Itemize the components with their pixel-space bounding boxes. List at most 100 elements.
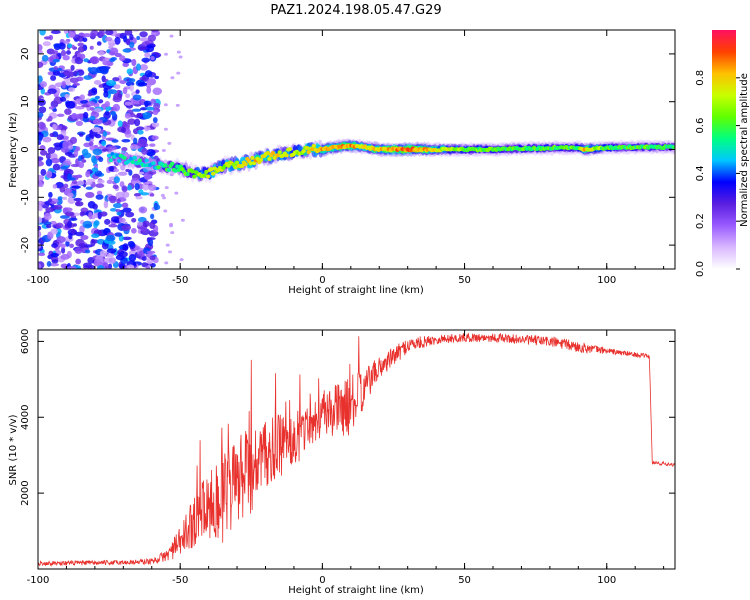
y-tick-label: 2000	[20, 480, 31, 505]
spectral-ridge-cell	[163, 163, 168, 168]
x-tick-label: -50	[172, 575, 188, 586]
noise-blob	[51, 243, 58, 248]
spectral-ridge-cell	[106, 153, 112, 158]
spectral-ridge-cell	[309, 147, 315, 152]
noise-blob	[92, 203, 98, 210]
noise-blob	[139, 76, 147, 81]
noise-blob	[146, 86, 152, 94]
spectral-ridge-cell	[234, 160, 240, 165]
noise-blob	[126, 264, 135, 269]
x-tick-label: 50	[458, 275, 471, 286]
spectral-ridge-cell	[176, 167, 182, 172]
noise-blob	[71, 180, 78, 184]
colorbar: 0.0 0.2 0.4 0.6 0.8 Normalized spectral ampl…	[695, 30, 750, 277]
noise-blob	[38, 160, 45, 167]
noise-blob	[70, 228, 76, 235]
noise-blob	[170, 231, 175, 235]
noise-blob	[109, 208, 117, 212]
noise-blob	[174, 191, 179, 195]
noise-blob	[57, 196, 63, 200]
noise-blob	[138, 206, 148, 214]
noise-blob	[150, 98, 156, 104]
noise-blob	[90, 238, 96, 247]
noise-blob	[56, 67, 63, 72]
noise-blob	[80, 99, 89, 104]
noise-blob	[94, 95, 100, 100]
spectral-ridge-cell	[129, 156, 134, 161]
noise-blob	[75, 113, 86, 119]
noise-blob	[170, 76, 175, 80]
noise-blob	[66, 50, 71, 55]
noise-blob	[160, 193, 165, 197]
noise-blob	[94, 134, 102, 139]
noise-blob	[75, 258, 82, 265]
spectrogram-ylabel: Frequency (Hz)	[8, 112, 19, 188]
noise-blob	[127, 118, 136, 125]
noise-blob	[91, 155, 97, 164]
noise-blob	[101, 140, 107, 147]
noise-blob	[168, 250, 173, 254]
noise-blob	[46, 261, 52, 267]
noise-blob	[89, 56, 100, 65]
noise-blob	[62, 160, 72, 166]
noise-blob	[102, 34, 108, 43]
noise-blob	[117, 120, 123, 128]
noise-blob	[117, 171, 128, 176]
noise-blob	[38, 156, 44, 162]
noise-blob	[76, 200, 81, 207]
noise-blob	[99, 211, 108, 217]
noise-blob	[82, 152, 92, 159]
noise-blob	[113, 84, 121, 90]
noise-blob	[38, 200, 45, 206]
noise-blob	[70, 163, 81, 168]
noise-blob	[137, 129, 144, 135]
noise-blob	[105, 80, 116, 87]
noise-blob	[38, 205, 43, 212]
noise-blob	[138, 46, 148, 50]
noise-blob	[141, 57, 150, 63]
noise-blob	[59, 96, 67, 102]
noise-blob	[38, 75, 43, 83]
noise-blob	[164, 186, 169, 190]
noise-blob	[50, 228, 58, 235]
spectral-ridge-cell	[175, 164, 180, 169]
noise-blob	[168, 224, 173, 228]
noise-blob	[75, 146, 81, 152]
noise-blob	[68, 217, 78, 221]
noise-blob	[42, 41, 51, 47]
spectral-ridge-cell	[202, 173, 207, 178]
noise-blob	[38, 49, 44, 55]
noise-blob	[69, 136, 78, 145]
noise-blob	[164, 261, 169, 265]
noise-blob	[56, 113, 65, 117]
noise-blob	[147, 170, 153, 175]
spectral-ridge-cell	[156, 165, 161, 170]
noise-blob	[46, 170, 53, 179]
noise-blob	[118, 93, 123, 98]
noise-blob	[38, 134, 43, 143]
noise-blob	[136, 126, 145, 131]
colorbar-label: Normalized spectral amplitude	[739, 73, 750, 227]
noise-blob	[38, 216, 43, 224]
noise-blob	[121, 146, 128, 152]
noise-blob	[48, 191, 53, 198]
noise-blob	[97, 179, 105, 184]
noise-blob	[50, 252, 59, 258]
noise-blob	[124, 101, 133, 106]
noise-blob	[86, 178, 96, 183]
noise-blob	[134, 183, 140, 191]
noise-blob	[38, 252, 46, 257]
noise-blob	[78, 133, 84, 137]
noise-blob	[95, 194, 104, 200]
noise-blob	[38, 242, 42, 249]
snr-series-line	[38, 332, 675, 567]
colorbar-tick-label: 0.6	[695, 118, 706, 134]
noise-blob	[115, 208, 121, 213]
noise-blob	[93, 258, 102, 267]
spectral-ridge-cell	[226, 163, 231, 168]
noise-blob	[149, 221, 156, 229]
noise-blob	[85, 186, 93, 190]
noise-blob	[129, 33, 134, 41]
x-tick-label: 50	[458, 575, 471, 586]
